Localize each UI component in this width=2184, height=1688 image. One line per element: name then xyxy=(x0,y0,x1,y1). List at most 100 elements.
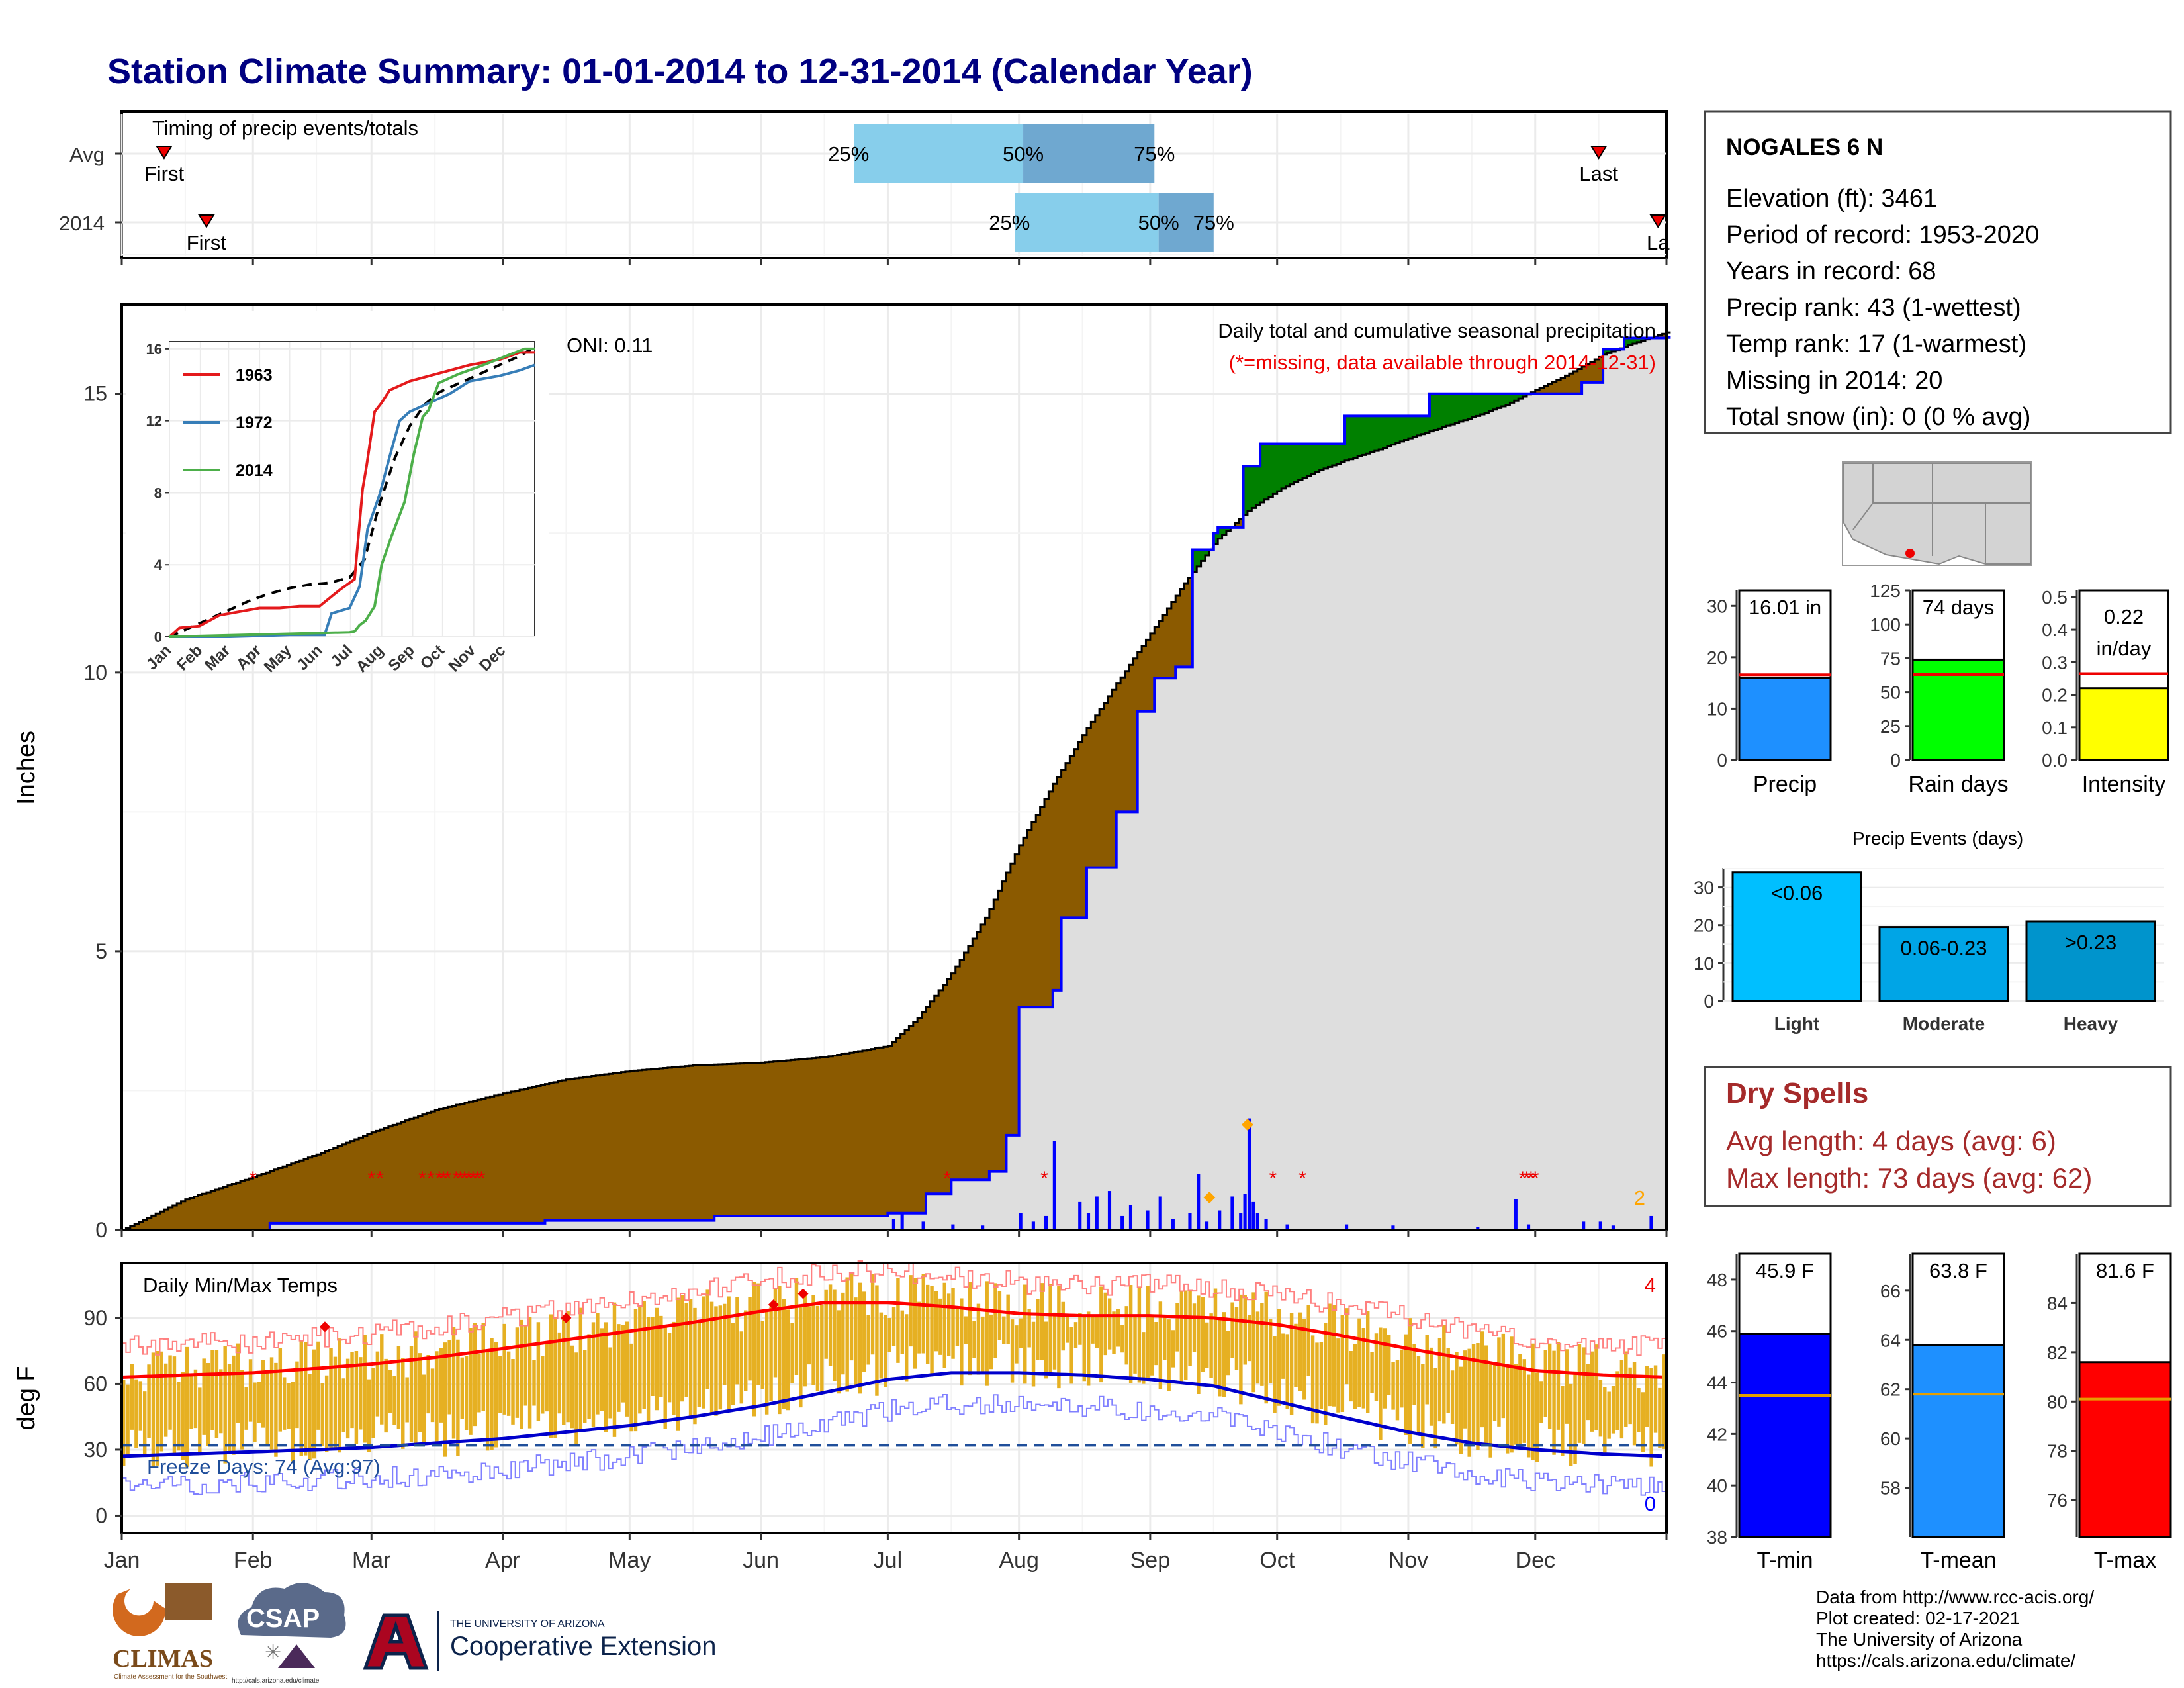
credits: Data from http://www.rcc-acis.org/ Plot … xyxy=(1816,1587,2094,1671)
daily-precip-bar xyxy=(1197,1174,1201,1230)
daily-precip-bar xyxy=(900,1213,904,1230)
temp-summary-2-y-tick-label: 82 xyxy=(2047,1342,2068,1363)
daily-precip-bar xyxy=(1251,1201,1255,1230)
missing-data-marker: * xyxy=(1523,1168,1531,1190)
precip-surplus-area xyxy=(1192,338,1650,573)
csap-logo-text: CSAP xyxy=(246,1604,320,1633)
first-event-marker xyxy=(198,214,215,228)
missing-data-marker: * xyxy=(457,1168,465,1190)
temp-panel-frame xyxy=(120,1262,1668,1534)
missing-data-marker: * xyxy=(465,1168,473,1190)
csap-asterisk-icon: ✳ xyxy=(265,1642,281,1664)
last-event-marker xyxy=(1649,214,1666,228)
ua-small-text: THE UNIVERSITY OF ARIZONA xyxy=(450,1618,605,1630)
climas-logo-mark xyxy=(113,1589,166,1636)
temp-summary-label: T-max xyxy=(2094,1548,2156,1573)
precip-summary-y-tick-label: 10 xyxy=(1707,698,1727,719)
rain-days-summary-bar xyxy=(1911,658,2005,761)
precip-summary-bar xyxy=(1738,677,1832,761)
month-tick-label: Dec xyxy=(1516,1548,1555,1573)
daily-precip-bar xyxy=(1146,1210,1150,1230)
temp-summary-2-y-tick-label: 84 xyxy=(2047,1293,2068,1313)
daily-precip-bar xyxy=(1171,1219,1175,1230)
locator-map xyxy=(1842,461,2032,566)
temp-summary-value: 63.8 F xyxy=(1929,1259,1987,1282)
precip-y-tick-label: 15 xyxy=(83,382,107,406)
precip-y-tick-label: 5 xyxy=(95,939,107,963)
temp-summary-label: T-mean xyxy=(1920,1548,1996,1573)
inset-y-tick-label: 4 xyxy=(154,557,163,573)
inset-y-tick-label: 16 xyxy=(146,341,162,357)
precip-panel-title: Daily total and cumulative seasonal prec… xyxy=(1218,319,1656,342)
daily-precip-bar xyxy=(1052,1141,1056,1230)
intensity-summary-y-tick-label: 0.4 xyxy=(2042,620,2068,640)
daily-precip-bar xyxy=(1019,1213,1023,1230)
station-info-frame xyxy=(1704,110,2172,434)
credit-line: The University of Arizona xyxy=(1816,1629,2023,1650)
precip-summary-y-tick-label: 20 xyxy=(1707,647,1727,668)
temp-y-tick-label: 0 xyxy=(95,1503,107,1527)
precip-event-bar xyxy=(1731,871,1862,1002)
map-state-shapes xyxy=(1843,463,2031,565)
month-tick-label: Sep xyxy=(1130,1548,1171,1573)
temp-summary-0-y-tick-label: 46 xyxy=(1707,1321,1727,1342)
timing-panel-title: Timing of precip events/totals xyxy=(152,117,418,140)
precip-event-category: Heavy xyxy=(2064,1013,2118,1034)
daily-precip-bar xyxy=(1345,1224,1349,1230)
daily-precip-bar xyxy=(981,1225,985,1230)
temp-count-max: 4 xyxy=(1645,1274,1656,1297)
temp-summary-bar xyxy=(2078,1361,2172,1538)
temp-summary-0-y-tick-label: 44 xyxy=(1707,1373,1727,1393)
rain-days-summary-y-tick-label: 25 xyxy=(1880,716,1901,737)
temp-summary-2-y-tick-label: 76 xyxy=(2047,1490,2068,1511)
precip-summary-value: 16.01 in xyxy=(1749,596,1821,619)
precip-event-bar-tag: >0.23 xyxy=(2065,931,2116,954)
precip-events-y-tick-label: 30 xyxy=(1694,878,1714,898)
timing-label-75: 75% xyxy=(1134,142,1175,165)
temp-summary-2-y-tick-label: 78 xyxy=(2047,1441,2068,1462)
precip-deficit-area xyxy=(126,334,1666,1230)
first-event-label: First xyxy=(187,231,227,254)
precip-missing-note: (*=missing, data available through 2014-… xyxy=(1229,351,1656,374)
daily-precip-bar xyxy=(921,1221,925,1230)
month-tick-label: Aug xyxy=(999,1548,1039,1573)
daily-precip-bar xyxy=(1476,1227,1480,1230)
daily-temp-range-bars xyxy=(122,1273,1666,1468)
intensity-summary-label: Intensity xyxy=(2082,772,2166,797)
daily-precip-bar xyxy=(1611,1225,1615,1230)
month-tick-label: Apr xyxy=(485,1548,520,1573)
freeze-days-text: Freeze Days: 74 (Avg:97) xyxy=(147,1455,381,1478)
daily-precip-bar xyxy=(1086,1213,1091,1230)
daily-precip-bar xyxy=(1391,1225,1395,1230)
timing-bar-avg-q50-q75 xyxy=(1023,124,1155,183)
first-event-label: First xyxy=(144,162,185,185)
timing-label-50: 50% xyxy=(1003,142,1044,165)
missing-data-marker: * xyxy=(1531,1168,1539,1190)
precip-summary-y-tick-label: 30 xyxy=(1707,596,1727,616)
last-event-marker xyxy=(1590,146,1608,160)
climas-logo-block xyxy=(165,1583,212,1620)
daily-precip-bar xyxy=(1598,1221,1602,1230)
rain-days-summary-y-tick-label: 75 xyxy=(1880,648,1901,669)
rain-days-summary-value: 74 days xyxy=(1923,596,1995,619)
daily-precip-bar xyxy=(891,1219,895,1230)
record-max-marker xyxy=(319,1321,330,1333)
missing-data-marker: * xyxy=(469,1168,477,1190)
station-line: Missing in 2014: 20 xyxy=(1726,367,1942,395)
intensity-summary-y-tick-label: 0.3 xyxy=(2042,652,2068,673)
csap-url: http://cals.arizona.edu/climate xyxy=(232,1677,320,1685)
precip-ylabel: Inches xyxy=(13,731,40,805)
temp-summary-1-y-tick-label: 58 xyxy=(1880,1478,1901,1499)
station-line: Period of record: 1953-2020 xyxy=(1726,221,2039,249)
daily-precip-bar xyxy=(1158,1196,1162,1230)
precip-events-y-tick-label: 20 xyxy=(1694,915,1714,936)
max-precip-marker xyxy=(1241,1119,1253,1131)
intensity-summary-y-tick-label: 0.5 xyxy=(2042,587,2068,608)
temp-summary-0-y-tick-label: 48 xyxy=(1707,1270,1727,1290)
month-tick-label: Nov xyxy=(1388,1548,1428,1573)
temp-summary-1-y-tick-label: 64 xyxy=(1880,1330,1901,1350)
csap-mountain-shape xyxy=(278,1644,315,1668)
precip-events-y-tick-label: 10 xyxy=(1694,953,1714,974)
